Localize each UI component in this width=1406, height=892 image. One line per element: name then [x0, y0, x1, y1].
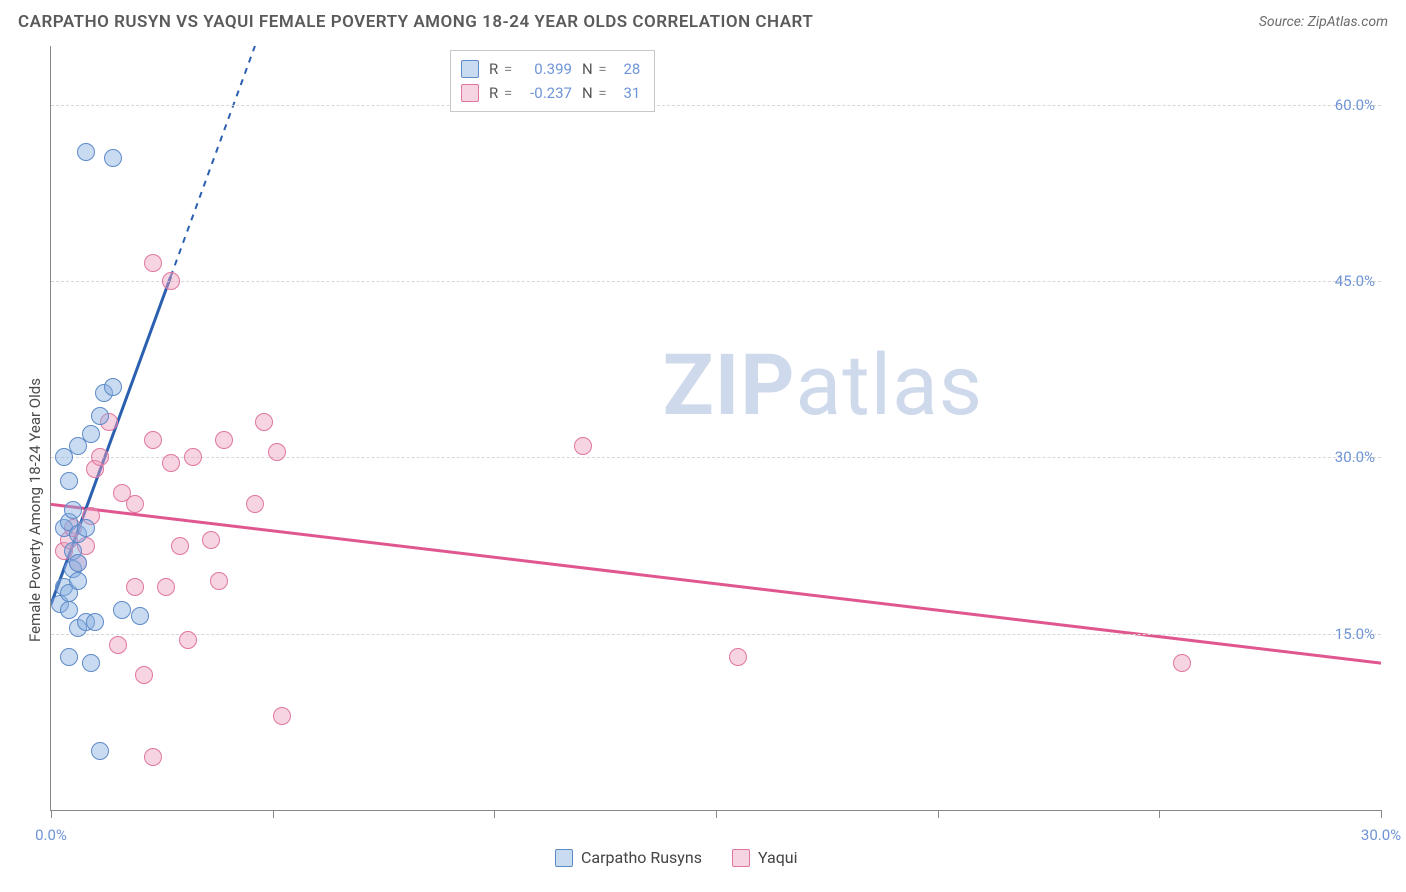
data-point-b	[202, 531, 220, 549]
y-tick-label: 45.0%	[1335, 272, 1375, 290]
bottom-legend: Carpatho Rusyns Yaqui	[555, 848, 798, 867]
x-tick	[51, 810, 52, 818]
data-point-b	[184, 448, 202, 466]
watermark-atlas: atlas	[796, 336, 984, 435]
data-point-b	[729, 648, 747, 666]
data-point-a	[77, 143, 95, 161]
data-point-b	[246, 495, 264, 513]
data-point-a	[60, 472, 78, 490]
gridline	[51, 634, 1381, 635]
data-point-b	[574, 437, 592, 455]
x-tick	[273, 810, 274, 818]
swatch-series-a	[461, 60, 479, 78]
trendline-a-dashed	[171, 46, 255, 277]
x-tick	[1381, 810, 1382, 818]
data-point-a	[113, 601, 131, 619]
data-point-b	[162, 454, 180, 472]
data-point-a	[60, 601, 78, 619]
data-point-a	[82, 654, 100, 672]
legend-swatch-b	[732, 849, 750, 867]
data-point-a	[91, 407, 109, 425]
trendline-b	[51, 504, 1381, 663]
x-tick-label: 30.0%	[1361, 826, 1401, 844]
data-point-b	[126, 495, 144, 513]
data-point-b	[255, 413, 273, 431]
legend-label-a: Carpatho Rusyns	[581, 848, 702, 867]
data-point-b	[1173, 654, 1191, 672]
data-point-a	[60, 648, 78, 666]
data-point-b	[268, 443, 286, 461]
data-point-b	[215, 431, 233, 449]
data-point-b	[144, 254, 162, 272]
data-point-b	[135, 666, 153, 684]
watermark: ZIPatlas	[663, 336, 983, 435]
data-point-a	[82, 425, 100, 443]
gridline	[51, 105, 1381, 106]
legend-item-b: Yaqui	[732, 848, 798, 867]
chart-plot-area: ZIPatlas 15.0%30.0%45.0%60.0%0.0%30.0%	[50, 46, 1381, 811]
data-point-b	[144, 748, 162, 766]
y-axis-label: Female Poverty Among 18-24 Year Olds	[26, 378, 44, 642]
stats-row-b: R = -0.237 N = 31	[461, 81, 640, 105]
data-point-b	[273, 707, 291, 725]
swatch-series-b	[461, 84, 479, 102]
x-tick	[494, 810, 495, 818]
legend-item-a: Carpatho Rusyns	[555, 848, 702, 867]
data-point-b	[179, 631, 197, 649]
stats-row-a: R = 0.399 N = 28	[461, 57, 640, 81]
x-tick	[1159, 810, 1160, 818]
data-point-b	[162, 272, 180, 290]
data-point-a	[64, 501, 82, 519]
data-point-a	[69, 572, 87, 590]
data-point-b	[109, 636, 127, 654]
data-point-b	[171, 537, 189, 555]
chart-title: CARPATHO RUSYN VS YAQUI FEMALE POVERTY A…	[18, 12, 813, 32]
x-tick	[938, 810, 939, 818]
x-tick-label: 0.0%	[35, 826, 67, 844]
data-point-b	[91, 448, 109, 466]
y-tick-label: 60.0%	[1335, 96, 1375, 114]
trend-lines-layer	[51, 46, 1381, 810]
data-point-a	[104, 149, 122, 167]
data-point-a	[69, 554, 87, 572]
x-tick	[716, 810, 717, 818]
data-point-a	[86, 613, 104, 631]
data-point-b	[157, 578, 175, 596]
stats-legend-box: R = 0.399 N = 28 R = -0.237 N = 31	[450, 50, 655, 112]
data-point-b	[210, 572, 228, 590]
legend-swatch-a	[555, 849, 573, 867]
gridline	[51, 281, 1381, 282]
data-point-a	[77, 519, 95, 537]
data-point-b	[144, 431, 162, 449]
y-tick-label: 15.0%	[1335, 625, 1375, 643]
gridline	[51, 457, 1381, 458]
data-point-a	[104, 378, 122, 396]
data-point-a	[131, 607, 149, 625]
data-point-b	[126, 578, 144, 596]
y-tick-label: 30.0%	[1335, 448, 1375, 466]
legend-label-b: Yaqui	[758, 848, 798, 867]
watermark-zip: ZIP	[663, 336, 796, 435]
data-point-a	[91, 742, 109, 760]
source-attribution: Source: ZipAtlas.com	[1259, 14, 1388, 30]
